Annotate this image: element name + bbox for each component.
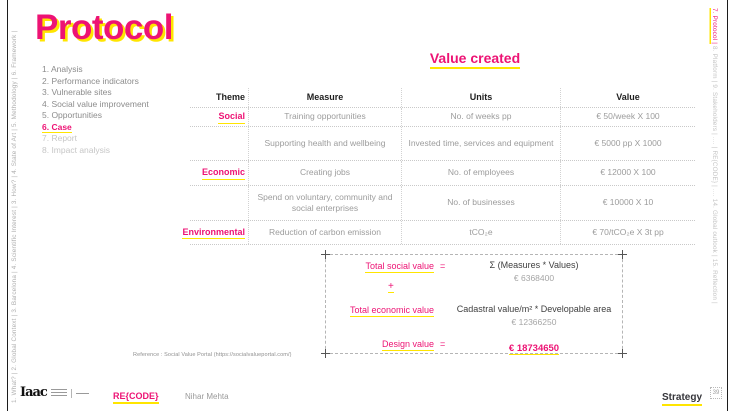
agenda-item-analysis: 1. Analysis xyxy=(42,64,83,74)
plus-operator: + xyxy=(388,281,394,293)
column-header-units: Units xyxy=(401,88,560,107)
logo-dash xyxy=(75,392,89,394)
measure-cell: Reduction of carbon emission xyxy=(248,221,401,244)
agenda-item-social-value-improvement: 4. Social value improvement xyxy=(42,98,149,109)
value-cell: € 10000 X 10 xyxy=(560,186,695,220)
table-row: Social Training opportunities No. of wee… xyxy=(190,107,695,126)
page-title: Protocol xyxy=(35,8,173,47)
design-value-amount: € 18734650 xyxy=(508,343,560,355)
right-rail-items: 8. Platform | 9. Stakeholders | .... | R… xyxy=(711,44,718,304)
value-cell: € 70/tCO₂e X 3t pp xyxy=(560,221,695,244)
total-social-value-label: Total social value xyxy=(365,261,434,273)
reference-note: Reference : Social Value Portal (https:/… xyxy=(133,352,292,358)
logo-divider xyxy=(70,388,72,398)
crosshair-corner-icon xyxy=(321,349,330,358)
units-cell: No. of businesses xyxy=(401,186,560,220)
agenda-list: 1. Analysis 2. Performance indicators 3.… xyxy=(42,64,149,156)
theme-label-environmental: Environmental xyxy=(182,226,245,240)
section-label: Strategy xyxy=(662,392,703,406)
social-value-amount: € 6368400 xyxy=(513,273,555,283)
column-header-theme: Theme xyxy=(215,92,245,103)
left-edge-rule xyxy=(7,0,8,411)
value-cell: € 12000 X 100 xyxy=(560,161,695,185)
page-number: 39 xyxy=(710,387,722,399)
right-rail-active-item: 7. Protocol | xyxy=(711,8,718,45)
column-header-value: Value xyxy=(560,88,695,107)
author-name: Nihar Mehta xyxy=(185,392,229,401)
crosshair-corner-icon xyxy=(618,250,627,259)
iaac-logo: Iaac xyxy=(20,385,89,400)
measure-cell: Supporting health and wellbeing xyxy=(248,127,401,160)
table-row: Economic Creating jobs No. of employees … xyxy=(190,160,695,185)
crosshair-corner-icon xyxy=(618,349,627,358)
column-header-measure: Measure xyxy=(248,88,401,107)
units-cell: No. of weeks pp xyxy=(401,108,560,126)
equals-sign: = xyxy=(440,339,446,349)
measure-cell: Spend on voluntary, community and social… xyxy=(248,186,401,220)
total-economic-value-label: Total economic value xyxy=(349,305,434,317)
theme-label-economic: Economic xyxy=(201,166,245,180)
units-cell: tCO₂e xyxy=(401,221,560,244)
totals-summary-box: Total social value = Σ (Measures * Value… xyxy=(321,250,627,358)
recode-brand: RE{CODE} xyxy=(113,391,159,404)
measure-cell: Creating jobs xyxy=(248,161,401,185)
table-title: Value created xyxy=(380,50,570,69)
value-cell: € 5000 pp X 1000 xyxy=(560,127,695,160)
equals-sign: = xyxy=(440,261,446,271)
agenda-item-report: 7. Report xyxy=(42,133,77,143)
agenda-item-performance-indicators: 2. Performance indicators xyxy=(42,75,139,86)
agenda-item-case-active: 6. Case xyxy=(42,121,72,133)
table-header-row: Theme Measure Units Value xyxy=(190,88,695,107)
table-row: Supporting health and wellbeing Invested… xyxy=(190,126,695,160)
iaac-logo-smallprint xyxy=(50,388,67,398)
left-rail-breadcrumb: 1. What? | 2. Global Context | 3. Barcel… xyxy=(11,30,18,403)
right-edge-rule xyxy=(727,0,728,411)
social-value-formula: Σ (Measures * Values) xyxy=(489,260,579,270)
units-cell: No. of employees xyxy=(401,161,560,185)
measure-cell: Training opportunities xyxy=(248,108,401,126)
units-cell: Invested time, services and equipment xyxy=(401,127,560,160)
table-row: Spend on voluntary, community and social… xyxy=(190,185,695,220)
agenda-item-impact-analysis: 8. Impact analysis xyxy=(42,144,111,155)
value-created-table: Theme Measure Units Value Social Trainin… xyxy=(182,88,695,245)
iaac-logo-text: Iaac xyxy=(20,385,48,400)
agenda-item-vulnerable-sites: 3. Vulnerable sites xyxy=(42,87,112,97)
agenda-item-opportunities: 5. Opportunities xyxy=(42,110,103,120)
table-row: Environmental Reduction of carbon emissi… xyxy=(182,220,695,245)
right-rail-breadcrumb: 7. Protocol | 8. Platform | 9. Stakehold… xyxy=(711,8,718,406)
theme-label-social: Social xyxy=(218,110,245,124)
crosshair-corner-icon xyxy=(321,250,330,259)
design-value-amount-wrap: € 18734650 xyxy=(448,338,620,356)
economic-value-amount: € 12366250 xyxy=(511,317,557,327)
value-cell: € 50/week X 100 xyxy=(560,108,695,126)
economic-value-formula: Cadastral value/m² * Developable area xyxy=(456,304,612,314)
design-value-label: Design value xyxy=(381,339,434,351)
